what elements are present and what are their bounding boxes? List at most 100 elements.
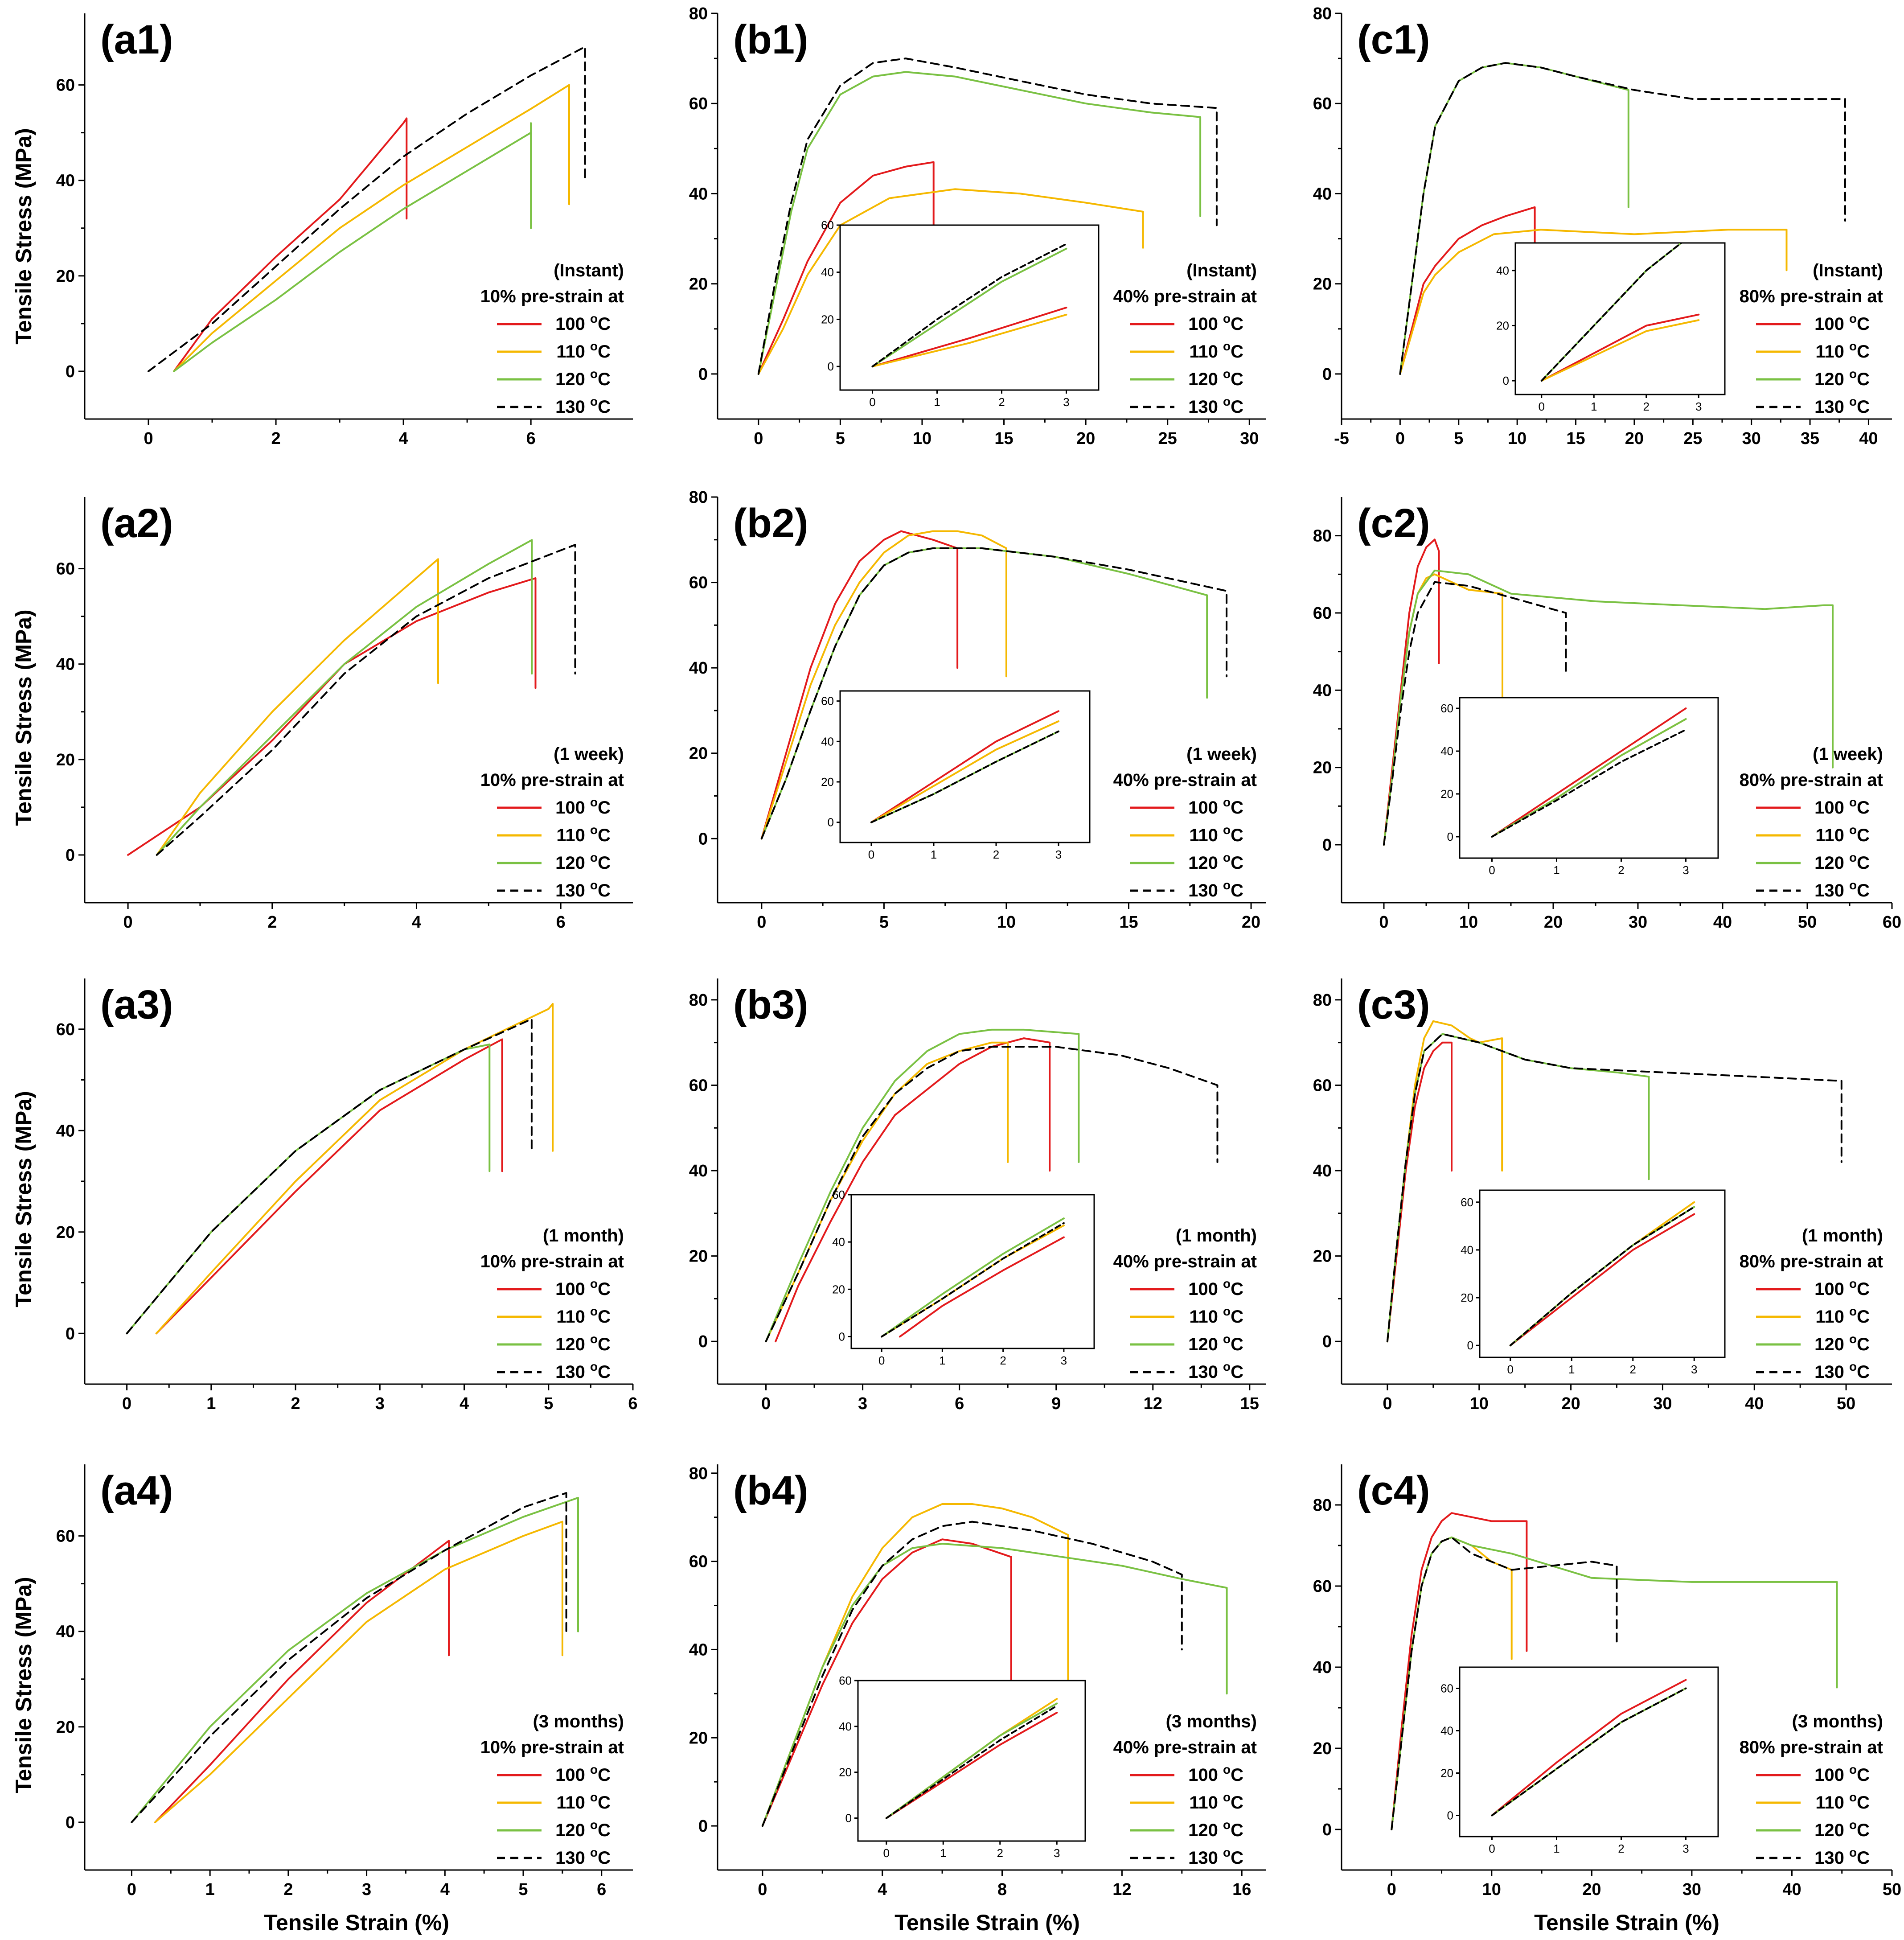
inset-c3: 0 1 2 3 0 20 40 60 [1461, 1189, 1726, 1376]
y-tick-label: 60 [56, 76, 75, 95]
inset-y-tick-label: 40 [1440, 744, 1453, 758]
x-tick-label: 12 [1112, 1880, 1131, 1899]
inset-series-line-1 [870, 710, 1059, 823]
inset-y-tick-label: 0 [1447, 830, 1453, 843]
x-tick-label: 5 [518, 1880, 528, 1899]
legend-label-3: 120 oC [1188, 851, 1243, 873]
inset-series-line-1 [899, 1236, 1065, 1338]
y-tick-label: 40 [689, 185, 708, 203]
x-tick-label: 3 [362, 1880, 371, 1899]
inset-x-tick-label: 2 [1618, 1842, 1624, 1855]
x-tick-label: 40 [1782, 1880, 1801, 1899]
x-tick-label: 20 [1582, 1880, 1601, 1899]
y-tick-label: 0 [698, 830, 708, 848]
inset-b1: 0 1 2 3 0 20 40 60 [821, 218, 1100, 409]
series-line-a2-2 [156, 558, 439, 856]
inset-x-tick-label: 2 [993, 848, 999, 861]
x-tick-label: 50 [1798, 913, 1817, 932]
x-tick-label: 8 [997, 1880, 1007, 1899]
y-tick-label: 60 [56, 560, 75, 579]
y-tick-label: 20 [56, 267, 75, 286]
legend-title-line: (3 months) [1792, 1712, 1883, 1731]
x-tick-label: 5 [544, 1394, 553, 1413]
x-tick-label: 9 [1051, 1394, 1061, 1413]
legend-title-line: 40% pre-strain at [1113, 770, 1257, 790]
series-line-b2-1 [760, 530, 959, 840]
legend-label-2: 110 oC [556, 823, 611, 845]
x-tick-label: 15 [1566, 429, 1585, 448]
series-line-a3-3 [126, 1043, 491, 1335]
series-line-a1-1 [173, 117, 408, 372]
series-line-b3-4 [765, 1046, 1219, 1343]
inset-x-tick-label: 1 [940, 1846, 946, 1860]
inset-frame [857, 1680, 1086, 1842]
inset-x-tick-label: 0 [1489, 1842, 1495, 1855]
legend-label-1: 100 oC [1814, 795, 1870, 818]
inset-b3: 0 1 2 3 0 20 40 60 [832, 1188, 1095, 1367]
y-tick-label: 80 [1313, 991, 1332, 1010]
panel-a1: 0 20 40 60 0 2 4 6 (a1) (Instant) 10% pre-strain a… [56, 13, 633, 448]
legend-label-2: 110 oC [1815, 823, 1870, 845]
legend-label-3: 120 oC [555, 851, 611, 873]
x-tick-label: 30 [1240, 429, 1259, 448]
series-line-c2-3 [1383, 569, 1834, 846]
x-tick-label: 6 [597, 1880, 606, 1899]
inset-x-tick-label: 2 [998, 395, 1005, 409]
x-tick-label: 2 [271, 429, 280, 448]
y-tick-label: 40 [689, 1162, 708, 1180]
series-line-c2-1 [1383, 538, 1440, 846]
legend-label-3: 120 oC [1814, 1818, 1870, 1840]
panel-label: (b2) [733, 501, 808, 546]
inset-y-tick-label: 40 [821, 735, 834, 748]
legend-label-2: 110 oC [1189, 823, 1243, 845]
inset-x-tick-label: 3 [1055, 848, 1062, 861]
inset-c1: 0 1 2 3 0 20 40 [1496, 242, 1726, 413]
x-tick-label: 40 [1745, 1394, 1764, 1413]
series-line-b4-1 [761, 1538, 1012, 1827]
inset-y-tick-label: 40 [821, 266, 834, 279]
series-line-a3-4 [126, 1018, 533, 1335]
inset-series-line-4 [1491, 729, 1687, 838]
inset-x-tick-label: 1 [934, 395, 940, 409]
inset-y-tick-label: 0 [1503, 374, 1509, 387]
series-line-a4-1 [154, 1540, 450, 1823]
legend-title-line: 10% pre-strain at [480, 770, 624, 790]
y-tick-label: 80 [689, 1464, 708, 1483]
y-tick-label: 0 [66, 1813, 75, 1832]
series-line-a2-3 [156, 539, 533, 856]
panel-label: (b4) [733, 1468, 808, 1513]
legend-title-line: (1 week) [1813, 744, 1883, 764]
legend-title-line: (1 month) [1176, 1226, 1257, 1245]
inset-series-line-2 [1540, 319, 1700, 382]
inset-series-line-4 [1540, 243, 1683, 382]
legend-title-line: (1 week) [1186, 744, 1257, 764]
legend-title-line: 10% pre-strain at [480, 1738, 624, 1757]
x-tick-label: 3 [375, 1394, 385, 1413]
y-tick-label: 0 [698, 1817, 708, 1836]
inset-series-line-3 [871, 247, 1067, 368]
x-tick-label: 4 [878, 1880, 887, 1899]
y-tick-label: 60 [1313, 1577, 1332, 1596]
y-tick-label: 40 [1313, 1658, 1332, 1677]
legend-label-4: 130 oC [1814, 1845, 1870, 1868]
inset-series-line-3 [1491, 718, 1687, 838]
legend-title-line: (Instant) [554, 261, 624, 280]
legend-label-3: 120 oC [555, 367, 611, 389]
x-tick-label: 3 [858, 1394, 867, 1413]
series-line-b4-4 [761, 1521, 1183, 1827]
x-tick-label: 20 [1561, 1394, 1580, 1413]
inset-y-tick-label: 0 [1467, 1339, 1473, 1352]
series-line-a1-3 [173, 122, 532, 372]
x-tick-label: 30 [1682, 1880, 1701, 1899]
y-tick-label: 40 [56, 172, 75, 190]
inset-x-tick-label: 1 [1553, 1842, 1559, 1855]
x-tick-label: 4 [399, 429, 408, 448]
y-tick-label: 60 [1313, 604, 1332, 623]
legend-label-2: 110 oC [1815, 1790, 1870, 1813]
inset-series-line-4 [881, 1222, 1065, 1338]
legend-title-line: 40% pre-strain at [1113, 1252, 1257, 1271]
